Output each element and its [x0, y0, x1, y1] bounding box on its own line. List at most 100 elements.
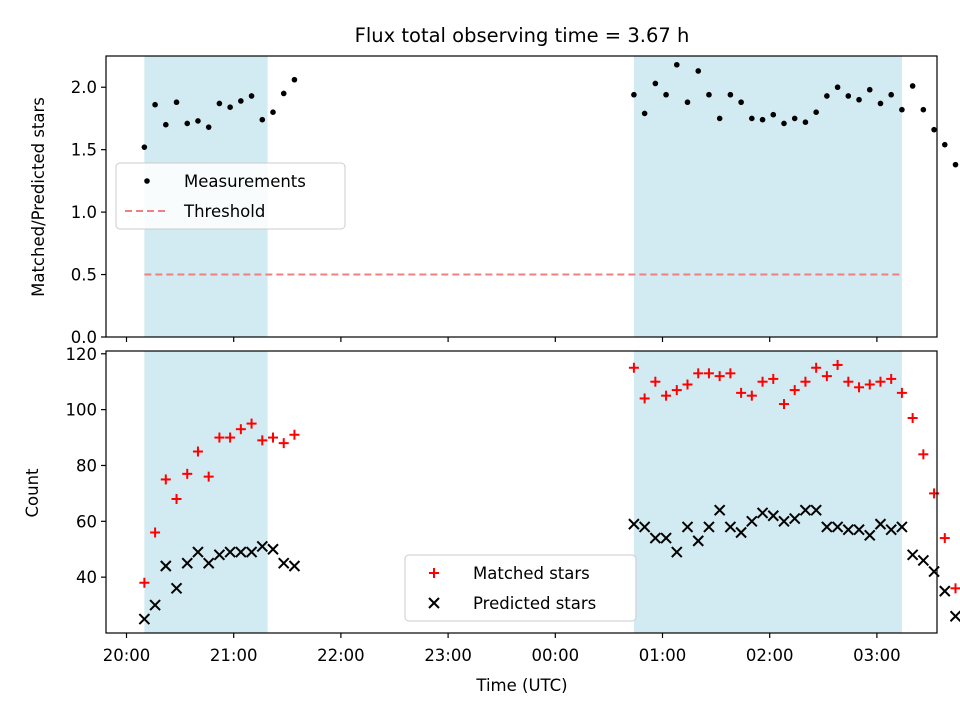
- bottom-ytick-label: 60: [76, 512, 97, 531]
- matched-star-point: [268, 432, 279, 443]
- top-ytick-label: 2.0: [71, 78, 97, 97]
- top-ytick-label: 1.5: [71, 141, 97, 160]
- bottom-ytick-label: 100: [66, 401, 98, 420]
- xtick-label: 00:00: [532, 646, 580, 665]
- predicted-star-point: [288, 560, 301, 572]
- measurement-point: [259, 116, 266, 123]
- measurement-point: [641, 110, 648, 117]
- matched-star-point: [257, 435, 268, 446]
- bottom-ytick-label: 80: [76, 456, 97, 475]
- measurement-point: [888, 91, 894, 98]
- matched-star-point: [864, 379, 875, 390]
- legend-threshold-label: Threshold: [183, 202, 265, 221]
- matched-star-point: [682, 379, 693, 390]
- predicted-star-point: [842, 523, 855, 536]
- predicted-star-point: [170, 582, 183, 595]
- measurement-point: [184, 120, 191, 127]
- predicted-star-point: [278, 557, 290, 569]
- top-series-measurements: [141, 61, 959, 168]
- bottom-axes: 40 60 80 100 120 20:00 21:00 22:00 23:00 00:00 01:…: [66, 345, 960, 665]
- predicted-star-point: [949, 610, 960, 622]
- predicted-star-point: [799, 504, 812, 516]
- measurement-point: [631, 91, 637, 98]
- measurement-point: [770, 111, 777, 118]
- xtick-label: 21:00: [210, 646, 258, 665]
- predicted-star-point: [724, 521, 737, 533]
- measurement-point: [834, 84, 841, 91]
- measurement-point: [856, 96, 862, 103]
- predicted-star-point: [671, 546, 683, 558]
- bottom-shade-0: [144, 351, 268, 633]
- predicted-star-point: [638, 521, 651, 533]
- matched-star-point: [703, 368, 714, 379]
- matched-star-point: [150, 527, 161, 538]
- predicted-star-point: [628, 518, 640, 530]
- matched-star-point: [896, 387, 907, 398]
- measurement-point: [759, 116, 766, 123]
- measurement-point: [663, 91, 669, 98]
- predicted-star-point: [821, 521, 833, 533]
- measurement-point: [781, 120, 787, 127]
- measurement-point: [877, 100, 884, 107]
- legend-measurements-label: Measurements: [184, 172, 306, 191]
- matched-star-point: [811, 362, 822, 373]
- measurement-point: [280, 90, 287, 97]
- predicted-star-point: [660, 532, 672, 544]
- measurement-point: [802, 119, 809, 125]
- predicted-star-point: [160, 560, 172, 572]
- matched-star-point: [875, 376, 886, 387]
- measurement-point: [205, 124, 212, 130]
- measurement-point: [813, 109, 819, 115]
- predicted-star-point: [138, 613, 151, 625]
- bottom-legend-box: [404, 554, 637, 622]
- measurement-point: [270, 109, 276, 115]
- matched-star-point: [246, 418, 257, 429]
- top-legend: Measurements Threshold: [115, 162, 346, 230]
- matched-star-point: [278, 438, 289, 449]
- matched-star-point: [650, 376, 661, 387]
- bottom-ytick-label: 120: [66, 345, 98, 364]
- predicted-star-point: [681, 521, 694, 533]
- predicted-star-point: [864, 529, 876, 541]
- top-legend-box: [115, 162, 346, 230]
- predicted-star-point: [767, 510, 779, 522]
- measurement-point: [673, 61, 680, 68]
- matched-star-point: [182, 468, 193, 479]
- measurement-point: [152, 101, 158, 108]
- legend-measurements-marker: [144, 178, 150, 184]
- measurement-point: [749, 115, 755, 122]
- matched-star-point: [800, 376, 811, 387]
- predicted-star-point: [853, 523, 865, 536]
- xtick-label: 01:00: [639, 646, 687, 665]
- matched-star-point: [757, 376, 768, 387]
- predicted-star-point: [810, 504, 822, 516]
- xtick-label: 22:00: [317, 646, 365, 665]
- predicted-star-point: [713, 504, 726, 516]
- predicted-star-point: [235, 546, 247, 558]
- top-ytick-label: 0.5: [71, 266, 97, 285]
- top-axes: 0.0 0.5 1.0 1.5 2.0: [71, 55, 959, 347]
- chart-title: Flux total observing time = 3.67 h: [355, 24, 690, 47]
- matched-star-point: [886, 373, 897, 384]
- top-frame: [105, 55, 938, 338]
- matched-star-point: [661, 390, 672, 401]
- measurement-point: [791, 115, 798, 122]
- measurement-point: [738, 99, 744, 106]
- measurement-point: [238, 98, 244, 104]
- top-ylabel: Matched/Predicted stars: [29, 97, 48, 297]
- bottom-series-predicted-stars: [138, 504, 960, 625]
- matched-star-point: [789, 385, 800, 396]
- measurement-point: [173, 99, 180, 106]
- matched-star-point: [639, 393, 650, 404]
- predicted-star-point: [267, 543, 279, 555]
- predicted-star-point: [831, 521, 844, 533]
- predicted-star-point: [181, 557, 193, 569]
- measurement-point: [141, 144, 148, 150]
- predicted-star-point: [746, 515, 758, 528]
- top-shade-1: [633, 56, 902, 337]
- predicted-star-point: [692, 535, 704, 547]
- top-ytick-label: 0.0: [71, 328, 97, 347]
- xtick-label: 23:00: [424, 646, 472, 665]
- bottom-frame: [105, 350, 938, 634]
- measurement-point: [866, 86, 873, 93]
